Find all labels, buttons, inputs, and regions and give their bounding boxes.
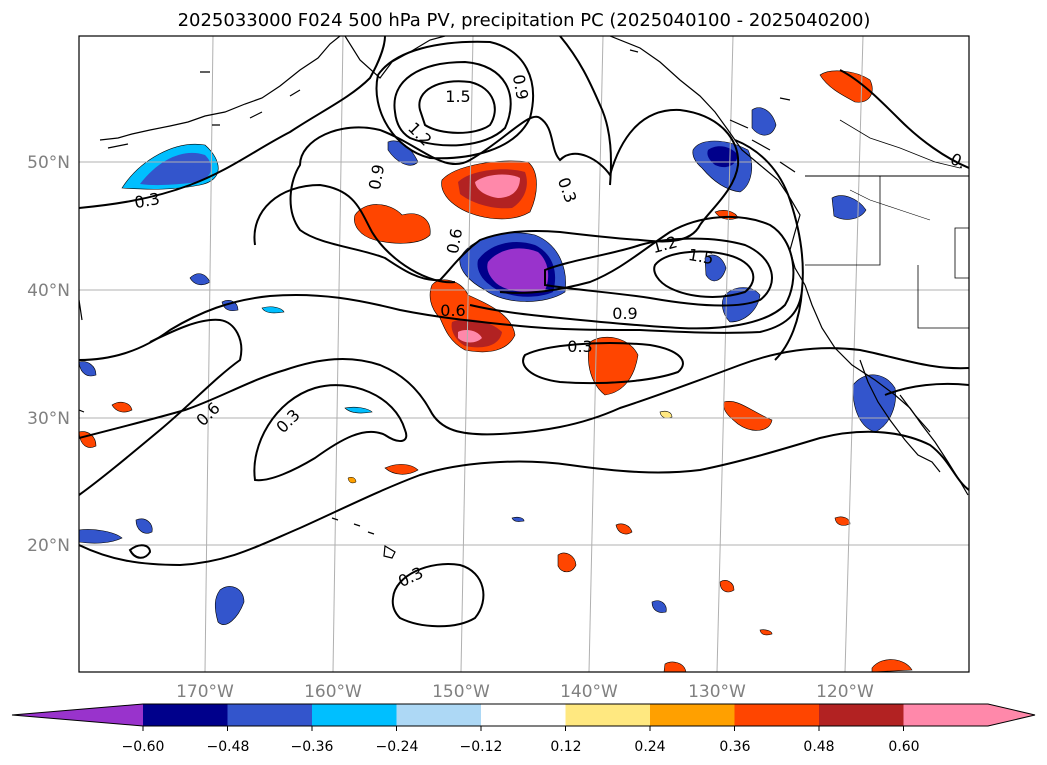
colorbar-tick-label: 0.12 (550, 739, 581, 755)
colorbar-tick-label: 0.48 (803, 739, 834, 755)
colorbar-bin (565, 704, 651, 726)
coastlines (79, 36, 969, 559)
longitude-labels: 170°W 160°W 150°W 140°W 130°W 120°W (176, 682, 874, 702)
colorbar-tick-label: −0.12 (460, 739, 503, 755)
colorbar-bin (143, 704, 228, 726)
colorbar-bin (227, 704, 313, 726)
colorbar-extend-high (988, 704, 1035, 726)
colorbar-bin (396, 704, 482, 726)
lon-label: 120°W (816, 682, 874, 702)
contour-label: 0.3 (567, 337, 592, 356)
contour-label: 0.9 (612, 304, 637, 323)
lat-label: 40°N (27, 281, 70, 301)
lon-label: 130°W (688, 682, 746, 702)
map-title: 2025033000 F024 500 hPa PV, precipitatio… (178, 10, 871, 31)
colorbar: −0.60 −0.48 −0.36 −0.24 −0.12 0.12 0.24 … (11, 703, 1036, 755)
colorbar-bin (903, 704, 989, 726)
colorbar-tick-label: −0.48 (207, 739, 250, 755)
contour-label: 1.5 (687, 245, 715, 268)
colorbar-bin (734, 704, 820, 726)
contour-label: 1.5 (445, 87, 470, 106)
lon-label: 140°W (560, 682, 618, 702)
lat-label: 20°N (27, 536, 70, 556)
map-frame (78, 35, 970, 673)
colorbar-bin (650, 704, 735, 726)
contour-label: 0.6 (440, 301, 465, 320)
pv-contours (79, 36, 969, 628)
map-area: 1.5 0.9 1.2 0.9 0.6 0.3 0.3 1.2 1.5 0.6 … (79, 36, 969, 672)
colorbar-bin (819, 704, 904, 726)
colorbar-tick-label: −0.60 (122, 739, 165, 755)
colorbar-swatches (11, 703, 1036, 731)
contour-label: 0.9 (509, 73, 532, 101)
lat-label: 50°N (27, 153, 70, 173)
precipitation-shading (79, 70, 913, 672)
lon-label: 170°W (176, 682, 234, 702)
contour-label: 0. (947, 149, 969, 173)
contour-label: 0.3 (133, 189, 161, 212)
contour-label: 0.6 (443, 227, 466, 255)
contour-label: 0.9 (365, 163, 388, 191)
lat-label: 30°N (27, 409, 70, 429)
colorbar-tick-label: −0.36 (291, 739, 334, 755)
colorbar-bin (481, 704, 566, 726)
colorbar-bin (312, 704, 397, 726)
colorbar-tick-label: 0.60 (888, 739, 919, 755)
latitude-labels: 50°N 40°N 30°N 20°N (27, 153, 70, 556)
colorbar-tick-label: −0.24 (376, 739, 419, 755)
lon-label: 150°W (432, 682, 490, 702)
colorbar-ticks: −0.60 −0.48 −0.36 −0.24 −0.12 0.12 0.24 … (122, 739, 920, 755)
colorbar-tick-label: 0.36 (719, 739, 750, 755)
colorbar-tick-label: 0.24 (634, 739, 665, 755)
lon-label: 160°W (304, 682, 362, 702)
colorbar-extend-low (12, 704, 143, 726)
